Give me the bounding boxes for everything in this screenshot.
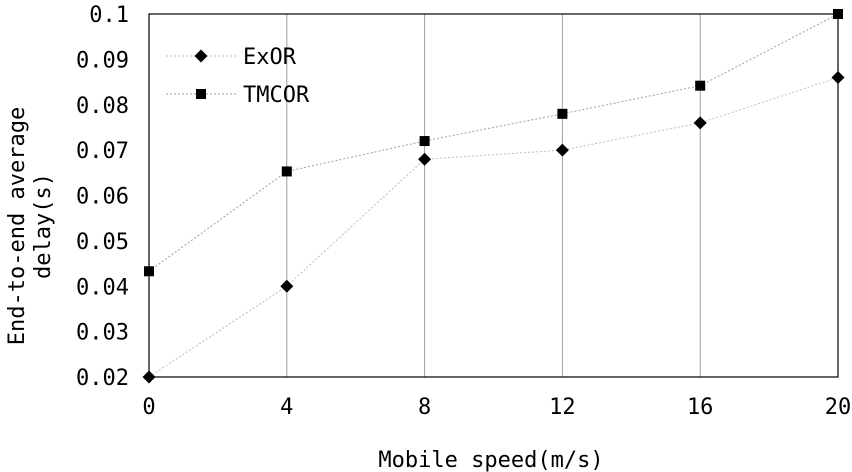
y-tick-label: 0.03	[76, 321, 129, 346]
data-point-tmcor	[144, 266, 154, 277]
legend-item-tmcor: TMCOR	[166, 83, 310, 108]
x-tick-label: 4	[280, 395, 293, 420]
x-tick-label: 8	[418, 395, 431, 420]
legend-marker-exor	[194, 49, 208, 63]
data-point-exor	[418, 152, 432, 166]
data-point-exor	[280, 279, 294, 293]
data-point-tmcor	[695, 80, 706, 91]
x-tick-label: 12	[549, 395, 576, 420]
x-tick-label: 20	[825, 395, 852, 420]
y-tick-label: 0.1	[89, 3, 129, 28]
x-tick-label: 16	[687, 395, 714, 420]
legend-label-tmcor: TMCOR	[243, 83, 310, 108]
y-tick-label: 0.08	[76, 94, 129, 119]
series-line-tmcor	[148, 13, 839, 272]
series-exor	[142, 71, 845, 384]
y-tick-label: 0.06	[76, 185, 129, 210]
y-tick-label: 0.05	[76, 230, 129, 255]
y-tick-label: 0.07	[76, 139, 129, 164]
y-axis-title: End-to-end average delay(s)	[5, 107, 56, 345]
data-point-tmcor	[557, 108, 568, 119]
data-point-tmcor	[419, 136, 430, 147]
x-tick-labels: 0 4 8 12 16 20	[142, 395, 851, 420]
series-layer	[142, 9, 845, 384]
series-line-exor	[148, 77, 839, 378]
data-point-tmcor	[281, 166, 292, 177]
y-axis-title-line-2: delay(s)	[31, 173, 56, 279]
legend-label-exor: ExOR	[243, 45, 297, 70]
y-tick-label: 0.04	[76, 275, 129, 300]
series-tmcor	[144, 9, 843, 277]
x-tick-label: 0	[142, 395, 155, 420]
y-tick-label: 0.02	[76, 366, 129, 391]
data-point-exor	[693, 116, 707, 130]
legend-item-exor: ExOR	[166, 45, 297, 70]
plot-frame	[148, 13, 839, 378]
y-tick-label: 0.09	[76, 48, 129, 73]
legend-marker-tmcor	[196, 89, 206, 99]
data-point-exor	[555, 143, 569, 157]
y-tick-labels: 0.02 0.03 0.04 0.05 0.06 0.07 0.08 0.09 0.1	[76, 3, 129, 391]
y-axis-title-line-1: End-to-end average	[5, 107, 30, 345]
data-point-tmcor	[833, 9, 843, 19]
data-point-exor	[142, 370, 156, 384]
x-axis-title: Mobile speed(m/s)	[378, 448, 603, 472]
data-point-exor	[831, 71, 845, 85]
gridlines	[286, 14, 701, 377]
legend: ExOR TMCOR	[166, 45, 310, 108]
